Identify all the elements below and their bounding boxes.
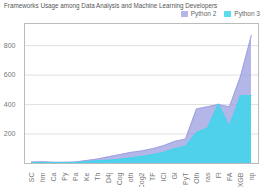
svg-text:200: 200 [4, 131, 16, 138]
svg-text:XGB: XGB [237, 172, 244, 187]
svg-text:oth: oth [127, 173, 134, 183]
svg-text:ICI: ICI [160, 173, 167, 182]
html-text:Frameworks Usage among Data An: Frameworks Usage among Data Analysis and… [4, 2, 218, 9]
svg-text:FA: FA [226, 172, 233, 181]
html-text:Python 3: Python 3 [234, 10, 260, 17]
svg-text:600: 600 [4, 72, 16, 79]
svg-text:ras: ras [204, 172, 211, 182]
svg-text:Pa: Pa [72, 173, 79, 182]
svg-text:400: 400 [4, 101, 16, 108]
svg-text:D4j: D4j [105, 172, 113, 183]
svg-text:Cog2: Cog2 [138, 173, 146, 188]
svg-text:Ca: Ca [50, 173, 57, 182]
svg-text:SC: SC [28, 173, 35, 183]
svg-text:Py: Py [61, 172, 69, 181]
html-text:Python 2: Python 2 [190, 10, 217, 17]
svg-text:TF: TF [149, 173, 156, 182]
svg-text:PyT: PyT [182, 172, 190, 185]
svg-text:np: np [248, 173, 256, 181]
svg-text:Ke: Ke [83, 173, 90, 182]
svg-text:Fl: Fl [215, 172, 222, 178]
svg-text:Th: Th [94, 173, 101, 181]
svg-text:800: 800 [4, 42, 16, 49]
svg-text:Gl: Gl [171, 172, 178, 179]
svg-text:Cog: Cog [116, 173, 124, 186]
svg-text:Oth: Oth [193, 173, 200, 184]
svg-text:hm: hm [39, 173, 46, 183]
